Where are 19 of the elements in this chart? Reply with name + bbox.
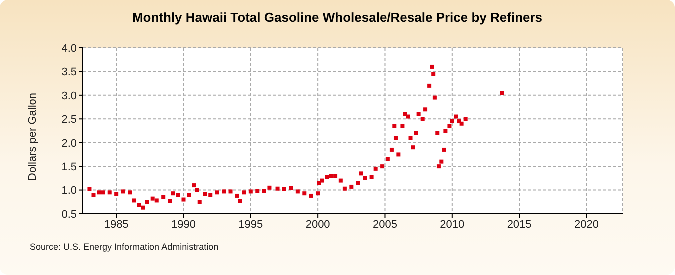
x-tick-label: 2015 (507, 218, 532, 231)
x-tick-label: 1990 (172, 218, 196, 231)
x-tick-label: 1985 (104, 218, 129, 231)
y-tick-label: 0.5 (62, 208, 77, 221)
y-tick-label: 1.0 (62, 185, 77, 198)
y-axis-title: Dollars per Gallon (26, 92, 39, 181)
source-note: Source: U.S. Energy Information Administration (30, 242, 219, 252)
x-tick-label: 2005 (372, 218, 398, 231)
y-tick-label: 3.5 (62, 66, 77, 79)
y-tick-label: 4.0 (62, 42, 77, 55)
x-tick-label: 2020 (574, 218, 599, 231)
y-tick-label: 1.5 (62, 161, 77, 174)
y-tick-label: 2.0 (62, 138, 77, 150)
chart-title: Monthly Hawaii Total Gasoline Wholesale/Resale Price by Refiners (131, 10, 544, 25)
x-tick-label: 2010 (440, 218, 465, 231)
x-tick-label: 1995 (238, 218, 264, 231)
y-tick-label: 3.0 (62, 90, 77, 102)
x-tick-label: 2000 (306, 218, 330, 231)
y-tick-label: 2.5 (62, 114, 77, 126)
